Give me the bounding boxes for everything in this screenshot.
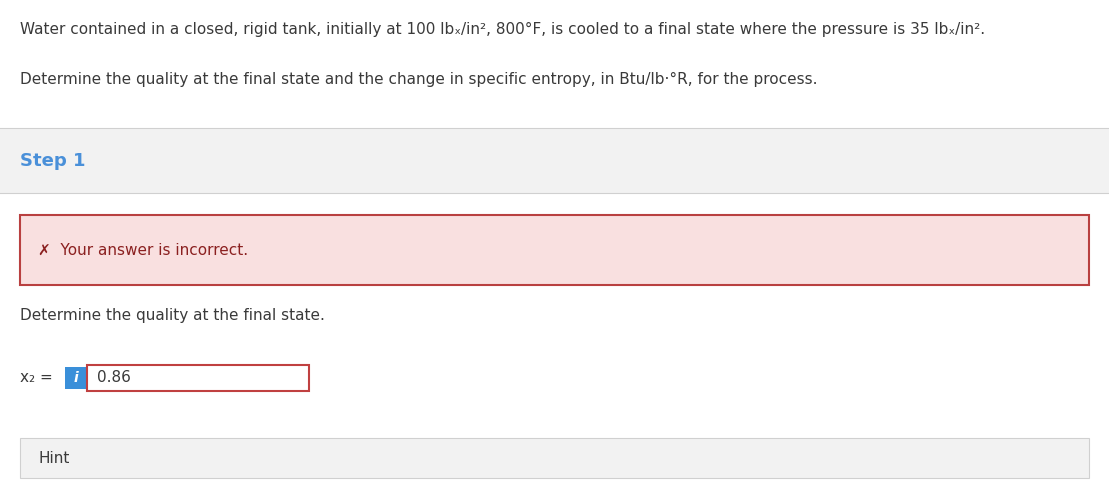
- Text: Hint: Hint: [38, 451, 70, 466]
- FancyBboxPatch shape: [87, 365, 309, 391]
- Text: Determine the quality at the final state and the change in specific entropy, in : Determine the quality at the final state…: [20, 72, 817, 87]
- Text: Water contained in a closed, rigid tank, initially at 100 lbₓ/in², 800°F, is coo: Water contained in a closed, rigid tank,…: [20, 22, 985, 37]
- Text: ✗  Your answer is incorrect.: ✗ Your answer is incorrect.: [38, 243, 248, 258]
- Text: 0.86: 0.86: [96, 370, 131, 385]
- FancyBboxPatch shape: [0, 128, 1109, 193]
- FancyBboxPatch shape: [65, 367, 87, 389]
- FancyBboxPatch shape: [20, 215, 1089, 285]
- FancyBboxPatch shape: [0, 193, 1109, 486]
- FancyBboxPatch shape: [0, 0, 1109, 128]
- FancyBboxPatch shape: [20, 438, 1089, 478]
- Text: i: i: [73, 371, 79, 385]
- Text: Determine the quality at the final state.: Determine the quality at the final state…: [20, 308, 325, 323]
- Text: Step 1: Step 1: [20, 152, 85, 170]
- Text: x₂ =: x₂ =: [20, 370, 53, 385]
